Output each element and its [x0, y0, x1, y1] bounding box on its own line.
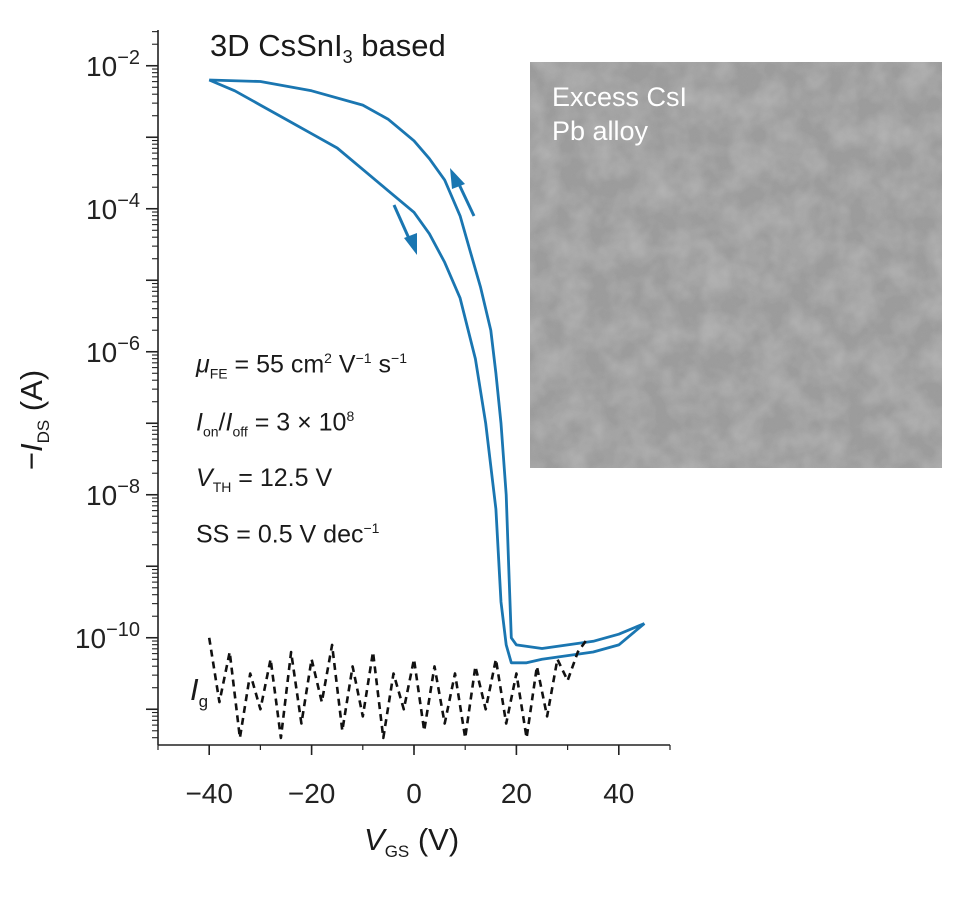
threshold-voltage-annotation: VTH = 12.5 V [196, 464, 333, 495]
inset-caption-line-2: Pb alloy [552, 116, 649, 146]
sweep-down-arrowhead [404, 233, 417, 255]
ids-reverse-sweep-line [209, 78, 645, 650]
ids-forward-sweep-line [208, 78, 646, 665]
y-tick-label: 10−8 [86, 476, 140, 511]
chart-title: 3D CsSnI3 based [210, 28, 446, 68]
x-tick-label: 0 [406, 778, 422, 809]
x-tick-label: 40 [603, 778, 634, 809]
y-tick-label: 10−10 [75, 619, 140, 654]
series-layer [207, 78, 646, 740]
y-tick-label: 10−4 [86, 190, 140, 225]
sweep-up-arrow [455, 179, 476, 217]
mobility-annotation: μFE = 55 cm2 V−1 s−1 [196, 350, 407, 382]
x-tick-label: 20 [501, 778, 532, 809]
sweep-up-arrowhead [450, 168, 465, 189]
on-off-ratio-annotation: Ion/Ioff = 3 × 108 [196, 408, 355, 440]
ig-gate-leakage-line [207, 637, 590, 740]
y-axis-label: −IDS (A) [13, 369, 54, 471]
sem-micrograph-inset [530, 62, 942, 468]
axes: −40 −20 0 20 40 10−2 10−4 10−6 10−8 10−10 [75, 30, 671, 809]
y-tick-label: 10−6 [86, 333, 140, 368]
sweep-arrows [392, 168, 476, 255]
x-tick-label: −20 [288, 778, 336, 809]
y-tick-label: 10−2 [86, 47, 140, 82]
inset-caption: Excess CsI Pb alloy [552, 80, 687, 148]
x-axis-label: VGS (V) [364, 822, 460, 862]
inset-caption-line-1: Excess CsI [552, 82, 688, 112]
subthreshold-swing-annotation: SS = 0.5 V dec−1 [196, 520, 380, 549]
x-tick-label: −40 [185, 778, 233, 809]
gate-current-label: Ig [190, 672, 209, 712]
